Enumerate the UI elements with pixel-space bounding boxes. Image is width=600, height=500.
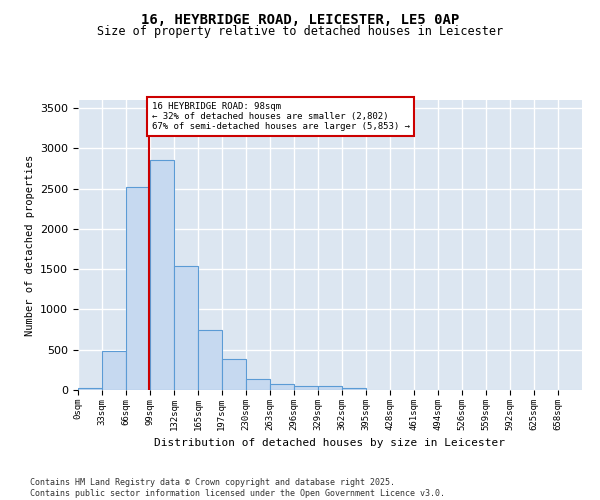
Bar [150, 160, 174, 390]
Bar [174, 266, 199, 390]
Y-axis label: Number of detached properties: Number of detached properties [25, 154, 35, 336]
Bar [294, 386, 318, 390]
Text: 16, HEYBRIDGE ROAD, LEICESTER, LE5 0AP: 16, HEYBRIDGE ROAD, LEICESTER, LE5 0AP [141, 12, 459, 26]
Bar [126, 187, 150, 390]
Bar [342, 388, 366, 390]
Bar [78, 388, 102, 390]
Text: Size of property relative to detached houses in Leicester: Size of property relative to detached ho… [97, 25, 503, 38]
Text: 16 HEYBRIDGE ROAD: 98sqm
← 32% of detached houses are smaller (2,802)
67% of sem: 16 HEYBRIDGE ROAD: 98sqm ← 32% of detach… [152, 102, 410, 132]
Bar [318, 386, 342, 390]
X-axis label: Distribution of detached houses by size in Leicester: Distribution of detached houses by size … [155, 438, 505, 448]
Bar [221, 358, 246, 390]
Bar [270, 384, 294, 390]
Bar [102, 352, 126, 390]
Bar [246, 378, 270, 390]
Bar [199, 330, 221, 390]
Text: Contains HM Land Registry data © Crown copyright and database right 2025.
Contai: Contains HM Land Registry data © Crown c… [30, 478, 445, 498]
